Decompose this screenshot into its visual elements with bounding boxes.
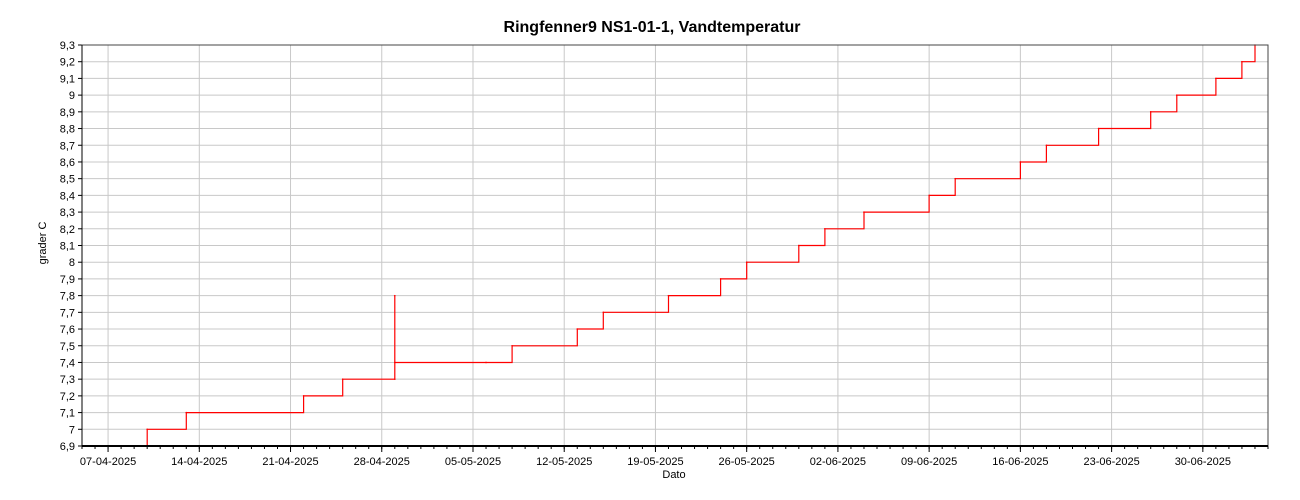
data-point xyxy=(302,395,305,397)
y-tick-label: 7,2 xyxy=(60,391,75,403)
y-tick-label: 8 xyxy=(69,257,75,269)
data-point xyxy=(393,361,396,364)
y-tick-label: 7,1 xyxy=(60,408,75,420)
data-point xyxy=(928,194,930,197)
y-tick-label: 9 xyxy=(69,90,75,102)
data-point xyxy=(146,428,148,431)
y-tick-label: 8,6 xyxy=(60,157,75,169)
axes xyxy=(78,44,1269,452)
y-tick-label: 9,3 xyxy=(60,40,75,52)
x-tick-label: 21-04-2025 xyxy=(262,456,318,468)
data-point xyxy=(1045,144,1048,147)
grid xyxy=(82,44,1268,447)
data-point xyxy=(1019,161,1022,163)
y-tick-label: 7,3 xyxy=(60,374,75,386)
x-tick-label: 14-04-2025 xyxy=(171,456,227,468)
y-tick-label: 8,4 xyxy=(60,190,75,202)
data-point xyxy=(185,411,188,414)
y-tick-label: 8,3 xyxy=(60,207,75,219)
y-tick-label: 7,5 xyxy=(60,341,75,353)
data-point xyxy=(824,227,826,230)
x-tick-label: 26-05-2025 xyxy=(719,456,775,468)
y-tick-label: 8,8 xyxy=(60,124,75,136)
chart-title: Ringfenner9 NS1-01-1, Vandtemperatur xyxy=(503,19,801,36)
tick-labels: 6,9 7 7,1 7,2 7,3 7,4 7,5 7,6 7,7 7,8 7,9 8 8,1 8,2 8,… xyxy=(60,40,1231,468)
data-point xyxy=(667,294,670,297)
y-tick-label: 8,2 xyxy=(60,224,75,236)
y-tick-label: 9,2 xyxy=(60,57,75,69)
data-point xyxy=(393,294,396,297)
data-point xyxy=(602,311,605,314)
y-tick-label: 8,7 xyxy=(60,140,75,152)
data-point xyxy=(954,177,957,180)
data-point xyxy=(485,361,487,364)
y-tick-label: 8,1 xyxy=(60,241,75,253)
y-tick-label: 6,9 xyxy=(60,441,75,453)
data-point xyxy=(393,378,396,380)
y-tick-label: 9,1 xyxy=(60,73,75,85)
y-axis-label: grader C xyxy=(37,222,49,265)
data-point xyxy=(511,344,513,347)
data-point xyxy=(1097,127,1100,130)
x-axis-label: Dato xyxy=(662,469,685,481)
data-point xyxy=(1215,77,1217,80)
data-point xyxy=(1241,60,1243,63)
y-tick-label: 7 xyxy=(69,424,75,436)
y-tick-label: 7,8 xyxy=(60,291,75,303)
x-tick-label: 23-06-2025 xyxy=(1083,456,1139,468)
data-point xyxy=(719,278,722,280)
y-tick-label: 7,4 xyxy=(60,357,75,369)
y-tick-label: 7,9 xyxy=(60,274,75,286)
y-tick-label: 7,6 xyxy=(60,324,75,336)
series-line xyxy=(82,45,1256,447)
data-point xyxy=(1175,94,1178,96)
x-tick-label: 28-04-2025 xyxy=(354,456,410,468)
y-tick-label: 7,7 xyxy=(60,307,75,319)
data-point xyxy=(341,378,344,380)
x-tick-label: 05-05-2025 xyxy=(445,456,501,468)
x-tick-label: 12-05-2025 xyxy=(536,456,592,468)
data-point xyxy=(798,244,800,247)
y-tick-label: 8,5 xyxy=(60,174,75,186)
y-tick-label: 8,9 xyxy=(60,107,75,119)
data-point xyxy=(863,211,865,213)
x-tick-label: 19-05-2025 xyxy=(627,456,683,468)
x-tick-label: 16-06-2025 xyxy=(992,456,1048,468)
x-tick-label: 07-04-2025 xyxy=(80,456,136,468)
x-tick-label: 30-06-2025 xyxy=(1175,456,1231,468)
x-tick-label: 02-06-2025 xyxy=(810,456,866,468)
x-tick-label: 09-06-2025 xyxy=(901,456,957,468)
data-point xyxy=(1149,111,1152,113)
data-point xyxy=(745,261,748,264)
data-point xyxy=(576,328,579,330)
